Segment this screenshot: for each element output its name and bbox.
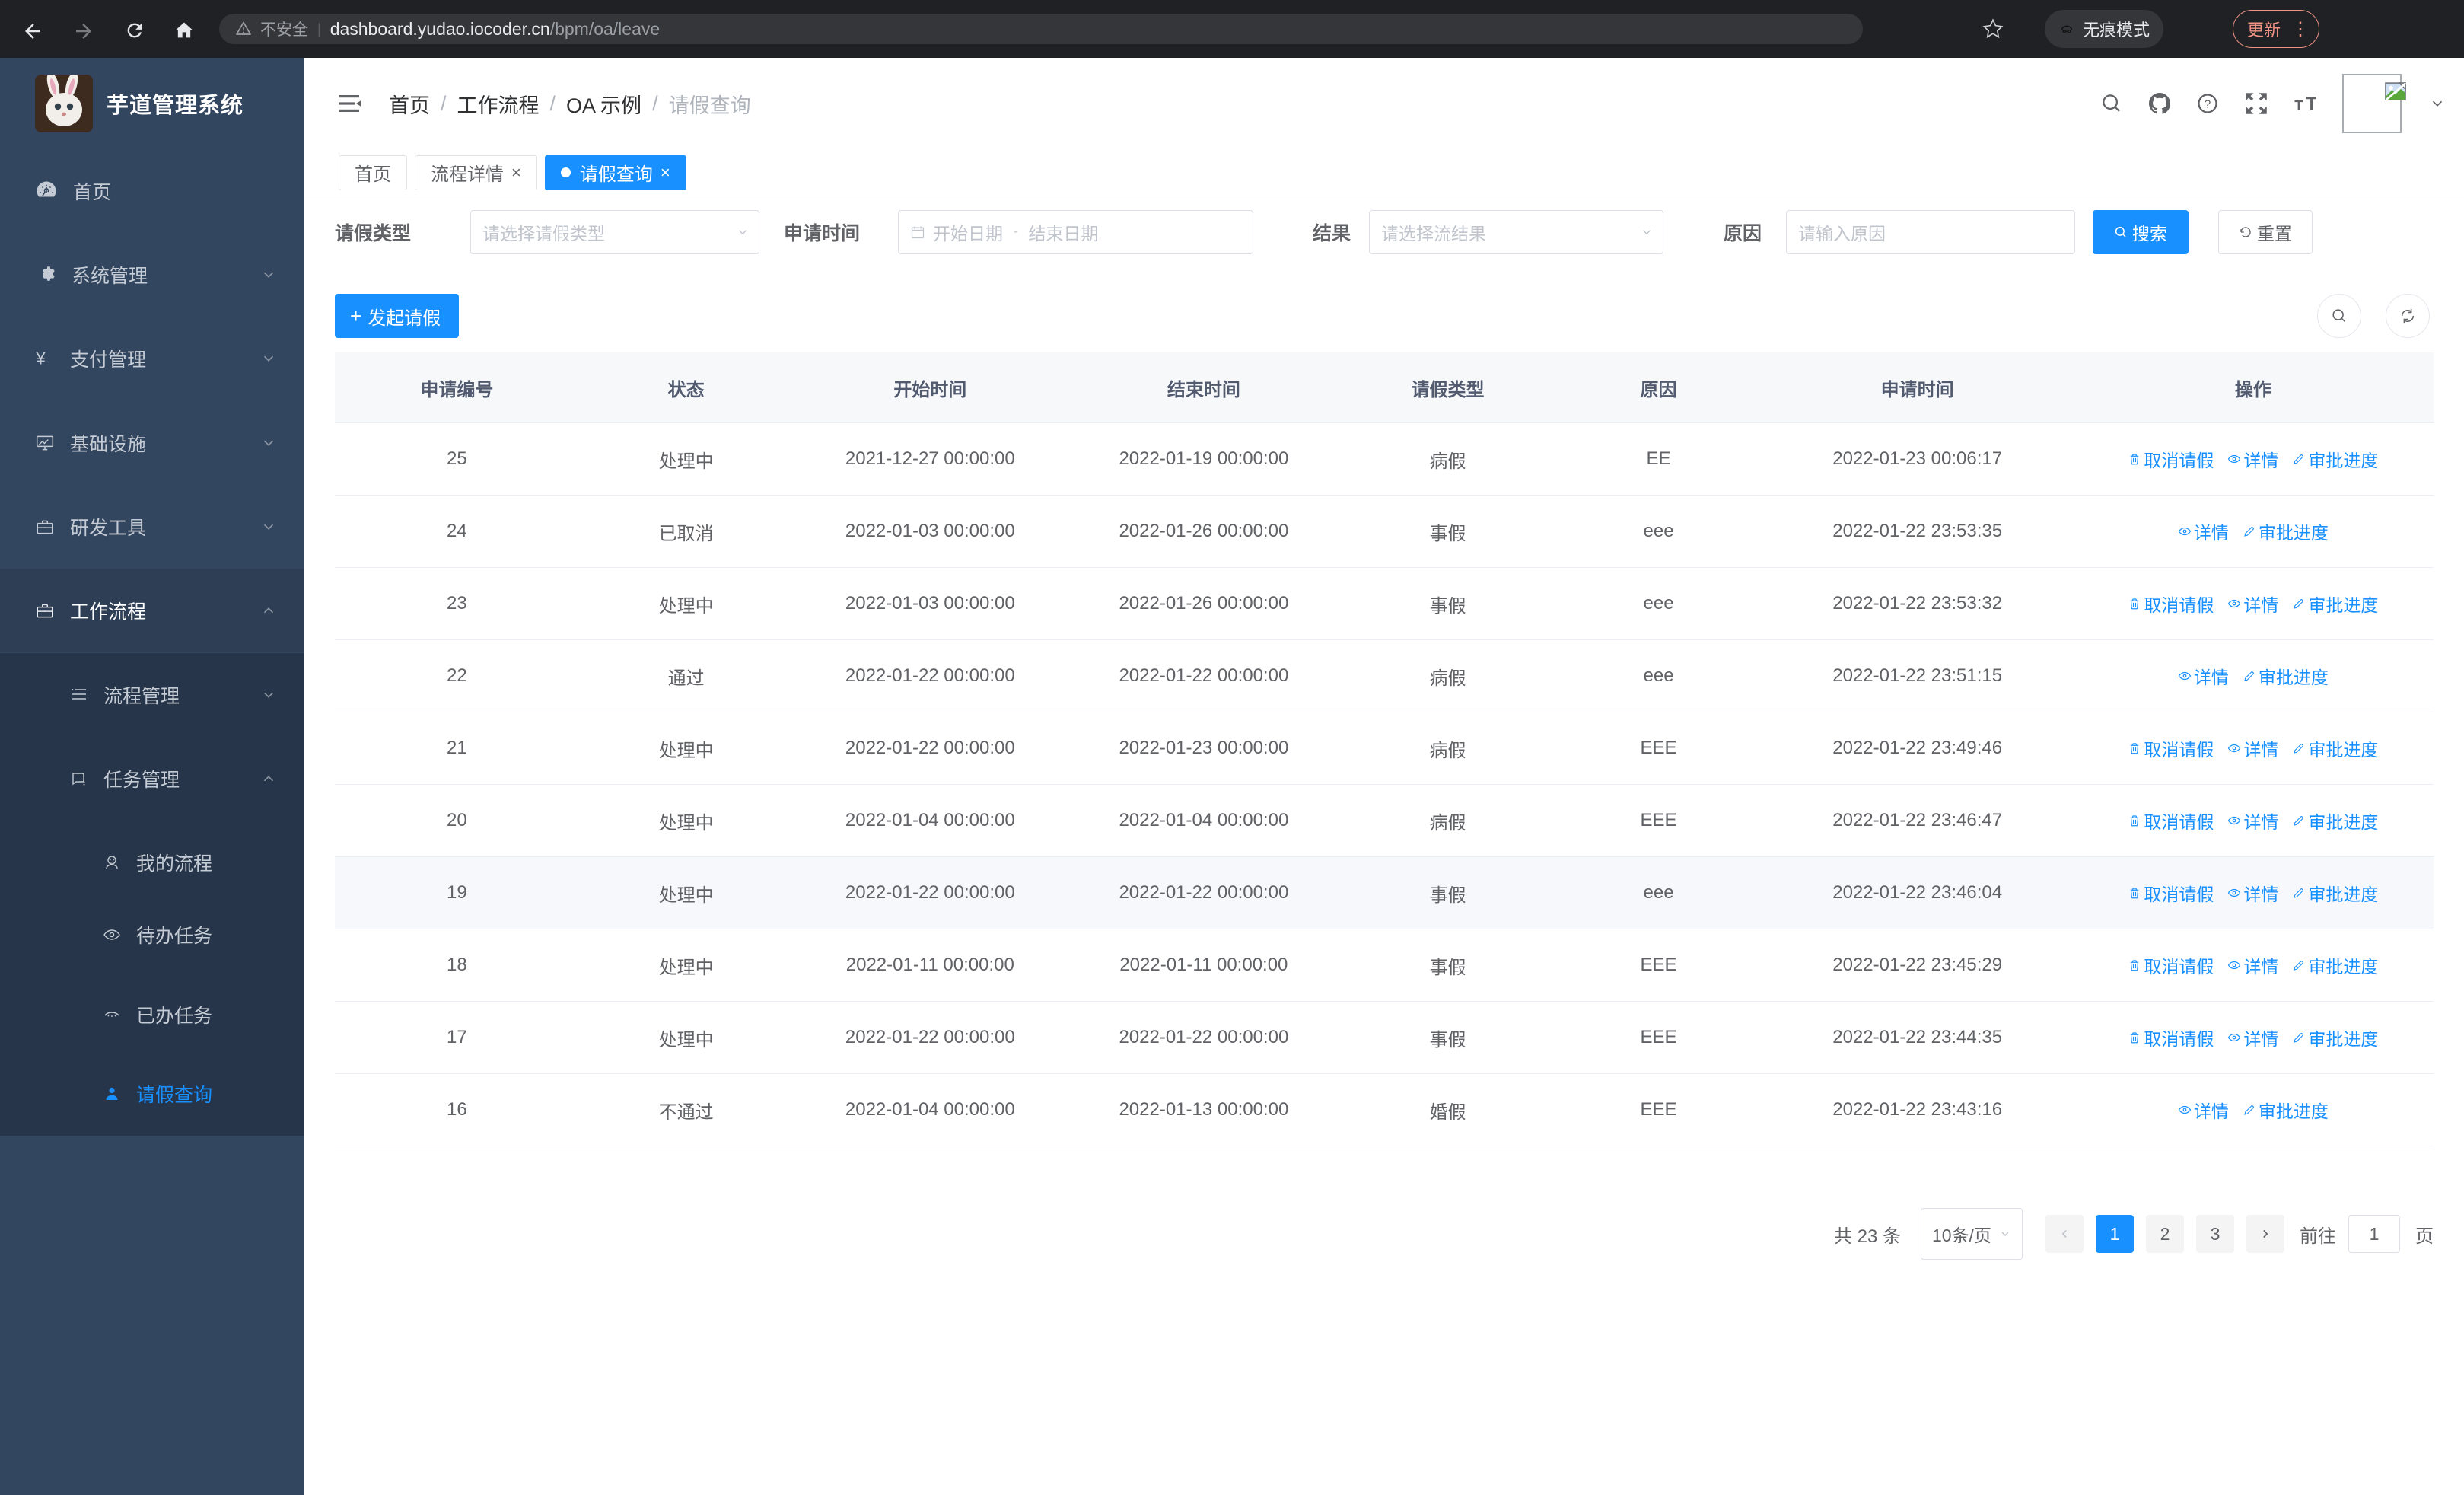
svg-text:¥: ¥	[35, 349, 46, 368]
svg-text:?: ?	[2205, 98, 2211, 111]
svg-text:T: T	[2294, 97, 2303, 113]
svg-text:T: T	[2306, 94, 2316, 115]
